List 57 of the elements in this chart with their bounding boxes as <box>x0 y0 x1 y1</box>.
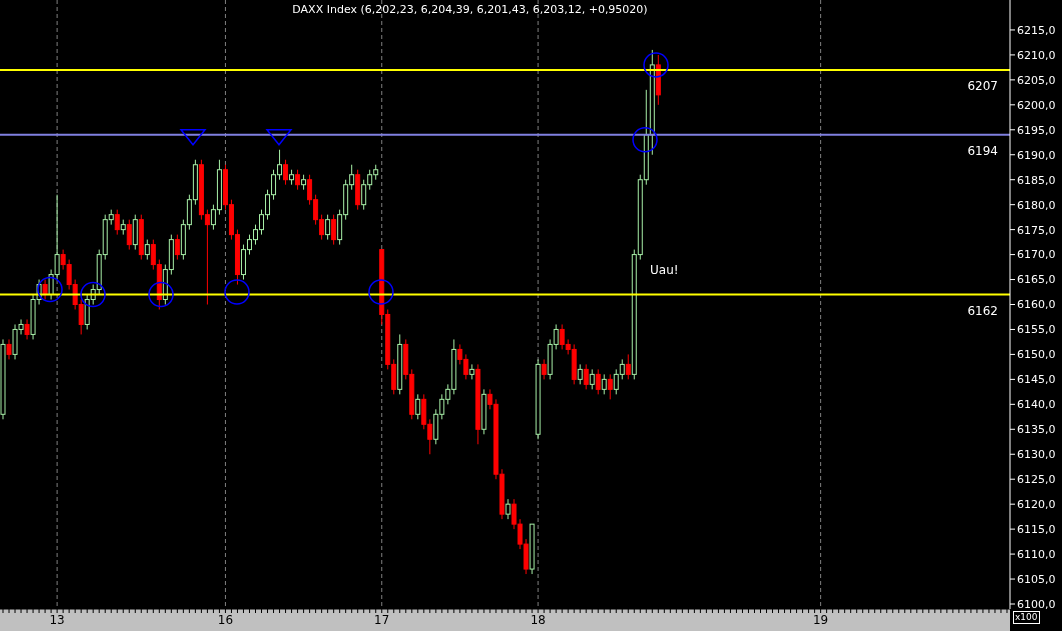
candlestick <box>283 159 289 186</box>
y-tick-label: 6185,0 <box>1017 173 1056 187</box>
y-tick-label: 6165,0 <box>1017 273 1056 287</box>
y-tick-label: 6110,0 <box>1017 548 1056 561</box>
candlestick <box>331 214 337 246</box>
candlestick <box>505 498 511 520</box>
candlestick <box>541 358 547 380</box>
y-tick-label: 6170,0 <box>1017 248 1056 262</box>
x-tick-label: 17 <box>374 612 390 627</box>
y-tick-label: 6175,0 <box>1017 223 1056 237</box>
candlestick <box>174 234 180 261</box>
x-tick-label: 18 <box>530 612 546 627</box>
candlestick <box>6 338 12 360</box>
y-tick-label: 6205,0 <box>1017 73 1056 87</box>
x-tick-label: 13 <box>49 612 65 627</box>
ref-line-label: 6194 <box>967 143 998 158</box>
x-tick-label: 16 <box>217 612 234 627</box>
y-tick-label: 6140,0 <box>1017 398 1056 412</box>
candlestick <box>469 363 475 380</box>
candlestick <box>24 318 30 340</box>
candlestick <box>114 209 120 236</box>
y-tick-label: 6155,0 <box>1017 323 1056 337</box>
candlestick <box>625 353 631 380</box>
y-tick-label: 6200,0 <box>1017 98 1056 112</box>
candlestick <box>144 239 150 261</box>
candlestick <box>595 368 601 395</box>
y-tick-label: 6150,0 <box>1017 348 1056 362</box>
candlestick <box>607 373 613 400</box>
y-tick-label: 6145,0 <box>1017 373 1056 387</box>
x-tick-label: 19 <box>812 612 829 627</box>
candlestick <box>325 214 331 241</box>
y-tick-label: 6115,0 <box>1017 523 1056 537</box>
candlestick <box>577 363 583 385</box>
y-tick-label: 6210,0 <box>1017 48 1056 62</box>
y-tick-label: 6120,0 <box>1017 498 1056 512</box>
candlestick <box>589 368 595 390</box>
annotation: Uau! <box>650 263 679 277</box>
candlestick <box>601 373 607 395</box>
y-tick-label: 6180,0 <box>1017 198 1056 212</box>
ref-line-label: 6162 <box>967 303 998 318</box>
chart-title: DAXX Index (6,202,23, 6,204,39, 6,201,43, 6,203,12, +0,95020) <box>291 3 649 16</box>
candlestick <box>126 219 132 251</box>
y-tick-label: 6215,0 <box>1017 23 1056 37</box>
candlestick <box>583 363 589 390</box>
y-tick-label: 6135,0 <box>1017 423 1056 437</box>
y-tick-label: 6125,0 <box>1017 473 1056 487</box>
y-tick-label: 6105,0 <box>1017 572 1056 586</box>
candlestick <box>42 279 48 301</box>
y-tick-label: 6195,0 <box>1017 123 1056 137</box>
candlestick <box>295 169 301 191</box>
ref-line-label: 6207 <box>967 78 998 93</box>
y-tick-label: 6100,0 <box>1017 597 1056 611</box>
text: x100 <box>1013 611 1040 624</box>
y-tick-label: 6160,0 <box>1017 298 1056 312</box>
y-tick-label: 6130,0 <box>1017 448 1056 462</box>
y-tick-label: 6190,0 <box>1017 148 1056 162</box>
candlestick <box>415 393 421 420</box>
